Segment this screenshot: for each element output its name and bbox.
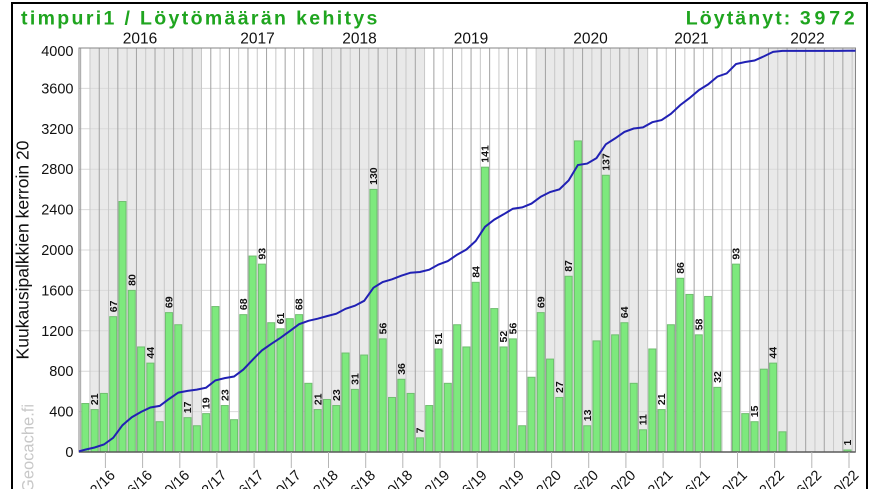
svg-text:11: 11 [638,414,650,425]
svg-text:4000: 4000 [41,44,73,60]
svg-text:2016: 2016 [123,31,157,48]
svg-text:17: 17 [182,401,194,413]
svg-text:21: 21 [656,393,668,405]
svg-text:Kuukausipalkkien kerroin 20: Kuukausipalkkien kerroin 20 [13,140,33,359]
svg-text:69: 69 [164,296,176,308]
svg-text:2021: 2021 [674,31,708,48]
svg-text:15: 15 [749,405,761,417]
svg-text:3200: 3200 [41,122,73,138]
svg-text:23: 23 [331,389,343,401]
svg-text:2022: 2022 [790,31,824,48]
svg-text:2017: 2017 [240,31,274,48]
svg-text:2020: 2020 [573,31,608,48]
svg-text:51: 51 [433,333,445,345]
svg-text:86: 86 [675,262,687,274]
svg-text:93: 93 [731,248,743,260]
svg-text:13: 13 [582,409,594,421]
svg-text:2018: 2018 [342,31,376,48]
svg-text:61: 61 [275,312,287,324]
svg-text:93: 93 [257,248,269,260]
svg-text:21: 21 [312,393,324,405]
svg-text:52: 52 [498,331,510,343]
svg-text:87: 87 [563,260,575,272]
svg-text:800: 800 [49,364,73,380]
svg-text:44: 44 [145,347,157,359]
svg-text:19: 19 [201,397,213,409]
svg-text:27: 27 [554,381,566,393]
svg-text:1200: 1200 [41,324,73,340]
svg-text:44: 44 [768,347,780,359]
svg-text:58: 58 [693,318,705,330]
svg-text:130: 130 [368,167,380,185]
svg-text:68: 68 [294,298,306,310]
svg-text:84: 84 [470,266,482,278]
svg-text:7: 7 [415,427,427,433]
svg-text:timpuri1 / Löytömäärän kehitys: timpuri1 / Löytömäärän kehitys [21,8,380,30]
svg-text:31: 31 [350,373,362,385]
svg-text:64: 64 [619,306,631,318]
svg-text:3600: 3600 [41,81,73,97]
svg-text:400: 400 [49,405,73,421]
svg-text:137: 137 [600,153,612,171]
svg-text:80: 80 [126,274,138,286]
svg-text:36: 36 [396,363,408,375]
svg-text:67: 67 [108,300,120,312]
svg-text:2019: 2019 [454,31,488,48]
svg-text:1: 1 [842,440,854,446]
svg-text:21: 21 [89,393,101,405]
svg-text:0: 0 [65,445,73,461]
svg-text:2000: 2000 [41,243,73,259]
svg-text:23: 23 [219,389,231,401]
svg-text:56: 56 [508,323,520,335]
svg-text:2400: 2400 [41,203,73,219]
svg-text:32: 32 [712,371,724,383]
svg-text:68: 68 [238,298,250,310]
svg-text:1600: 1600 [41,283,73,299]
svg-text:69: 69 [535,296,547,308]
svg-text:Löytänyt: 3972: Löytänyt: 3972 [686,8,859,30]
svg-text:141: 141 [480,145,492,163]
svg-text:56: 56 [377,323,389,335]
svg-text:2800: 2800 [41,162,73,178]
svg-text:Geocache.fi: Geocache.fi [20,404,38,489]
